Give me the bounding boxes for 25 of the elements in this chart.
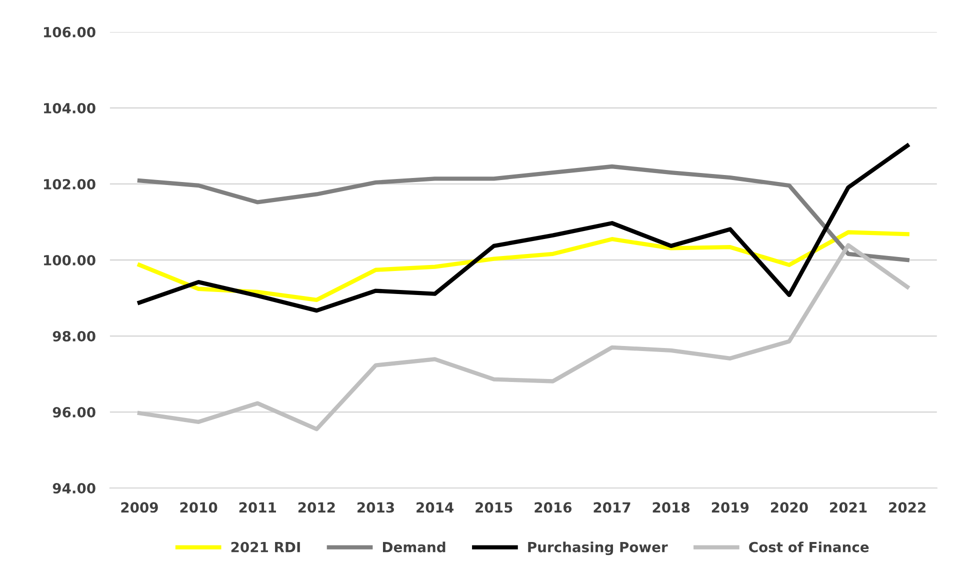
x-tick-label: 2017	[594, 502, 630, 513]
x-tick-label: 2021	[830, 502, 867, 513]
y-tick-label: 102.00	[44, 178, 96, 190]
x-tick-label: 2016	[534, 502, 572, 513]
y-tick-label: 106.00	[44, 26, 96, 38]
x-tick-label: 2015	[476, 502, 512, 513]
y-tick-label: 94.00	[52, 483, 96, 494]
x-tick-label: 2014	[416, 502, 454, 513]
x-tick-label: 2012	[298, 502, 335, 513]
y-tick-label: 96.00	[52, 406, 96, 418]
x-tick-label: 2019	[712, 502, 749, 513]
x-tick-label: 2022	[889, 502, 926, 513]
x-tick-label: 2011	[239, 502, 276, 513]
y-tick-label: 100.00	[44, 254, 96, 266]
x-tick-label: 2009	[121, 502, 158, 513]
legend-label: 2021 RDI	[231, 542, 300, 552]
y-tick-label: 98.00	[52, 330, 96, 342]
x-tick-label: 2020	[770, 502, 808, 513]
x-tick-label: 2010	[180, 502, 218, 513]
x-tick-label: 2018	[652, 502, 690, 513]
legend-label: Cost of Finance	[749, 542, 869, 552]
x-tick-label: 2013	[358, 502, 394, 513]
legend-label: Purchasing Power	[528, 542, 668, 556]
legend-label: Demand	[382, 542, 446, 552]
y-tick-label: 104.00	[44, 102, 96, 114]
